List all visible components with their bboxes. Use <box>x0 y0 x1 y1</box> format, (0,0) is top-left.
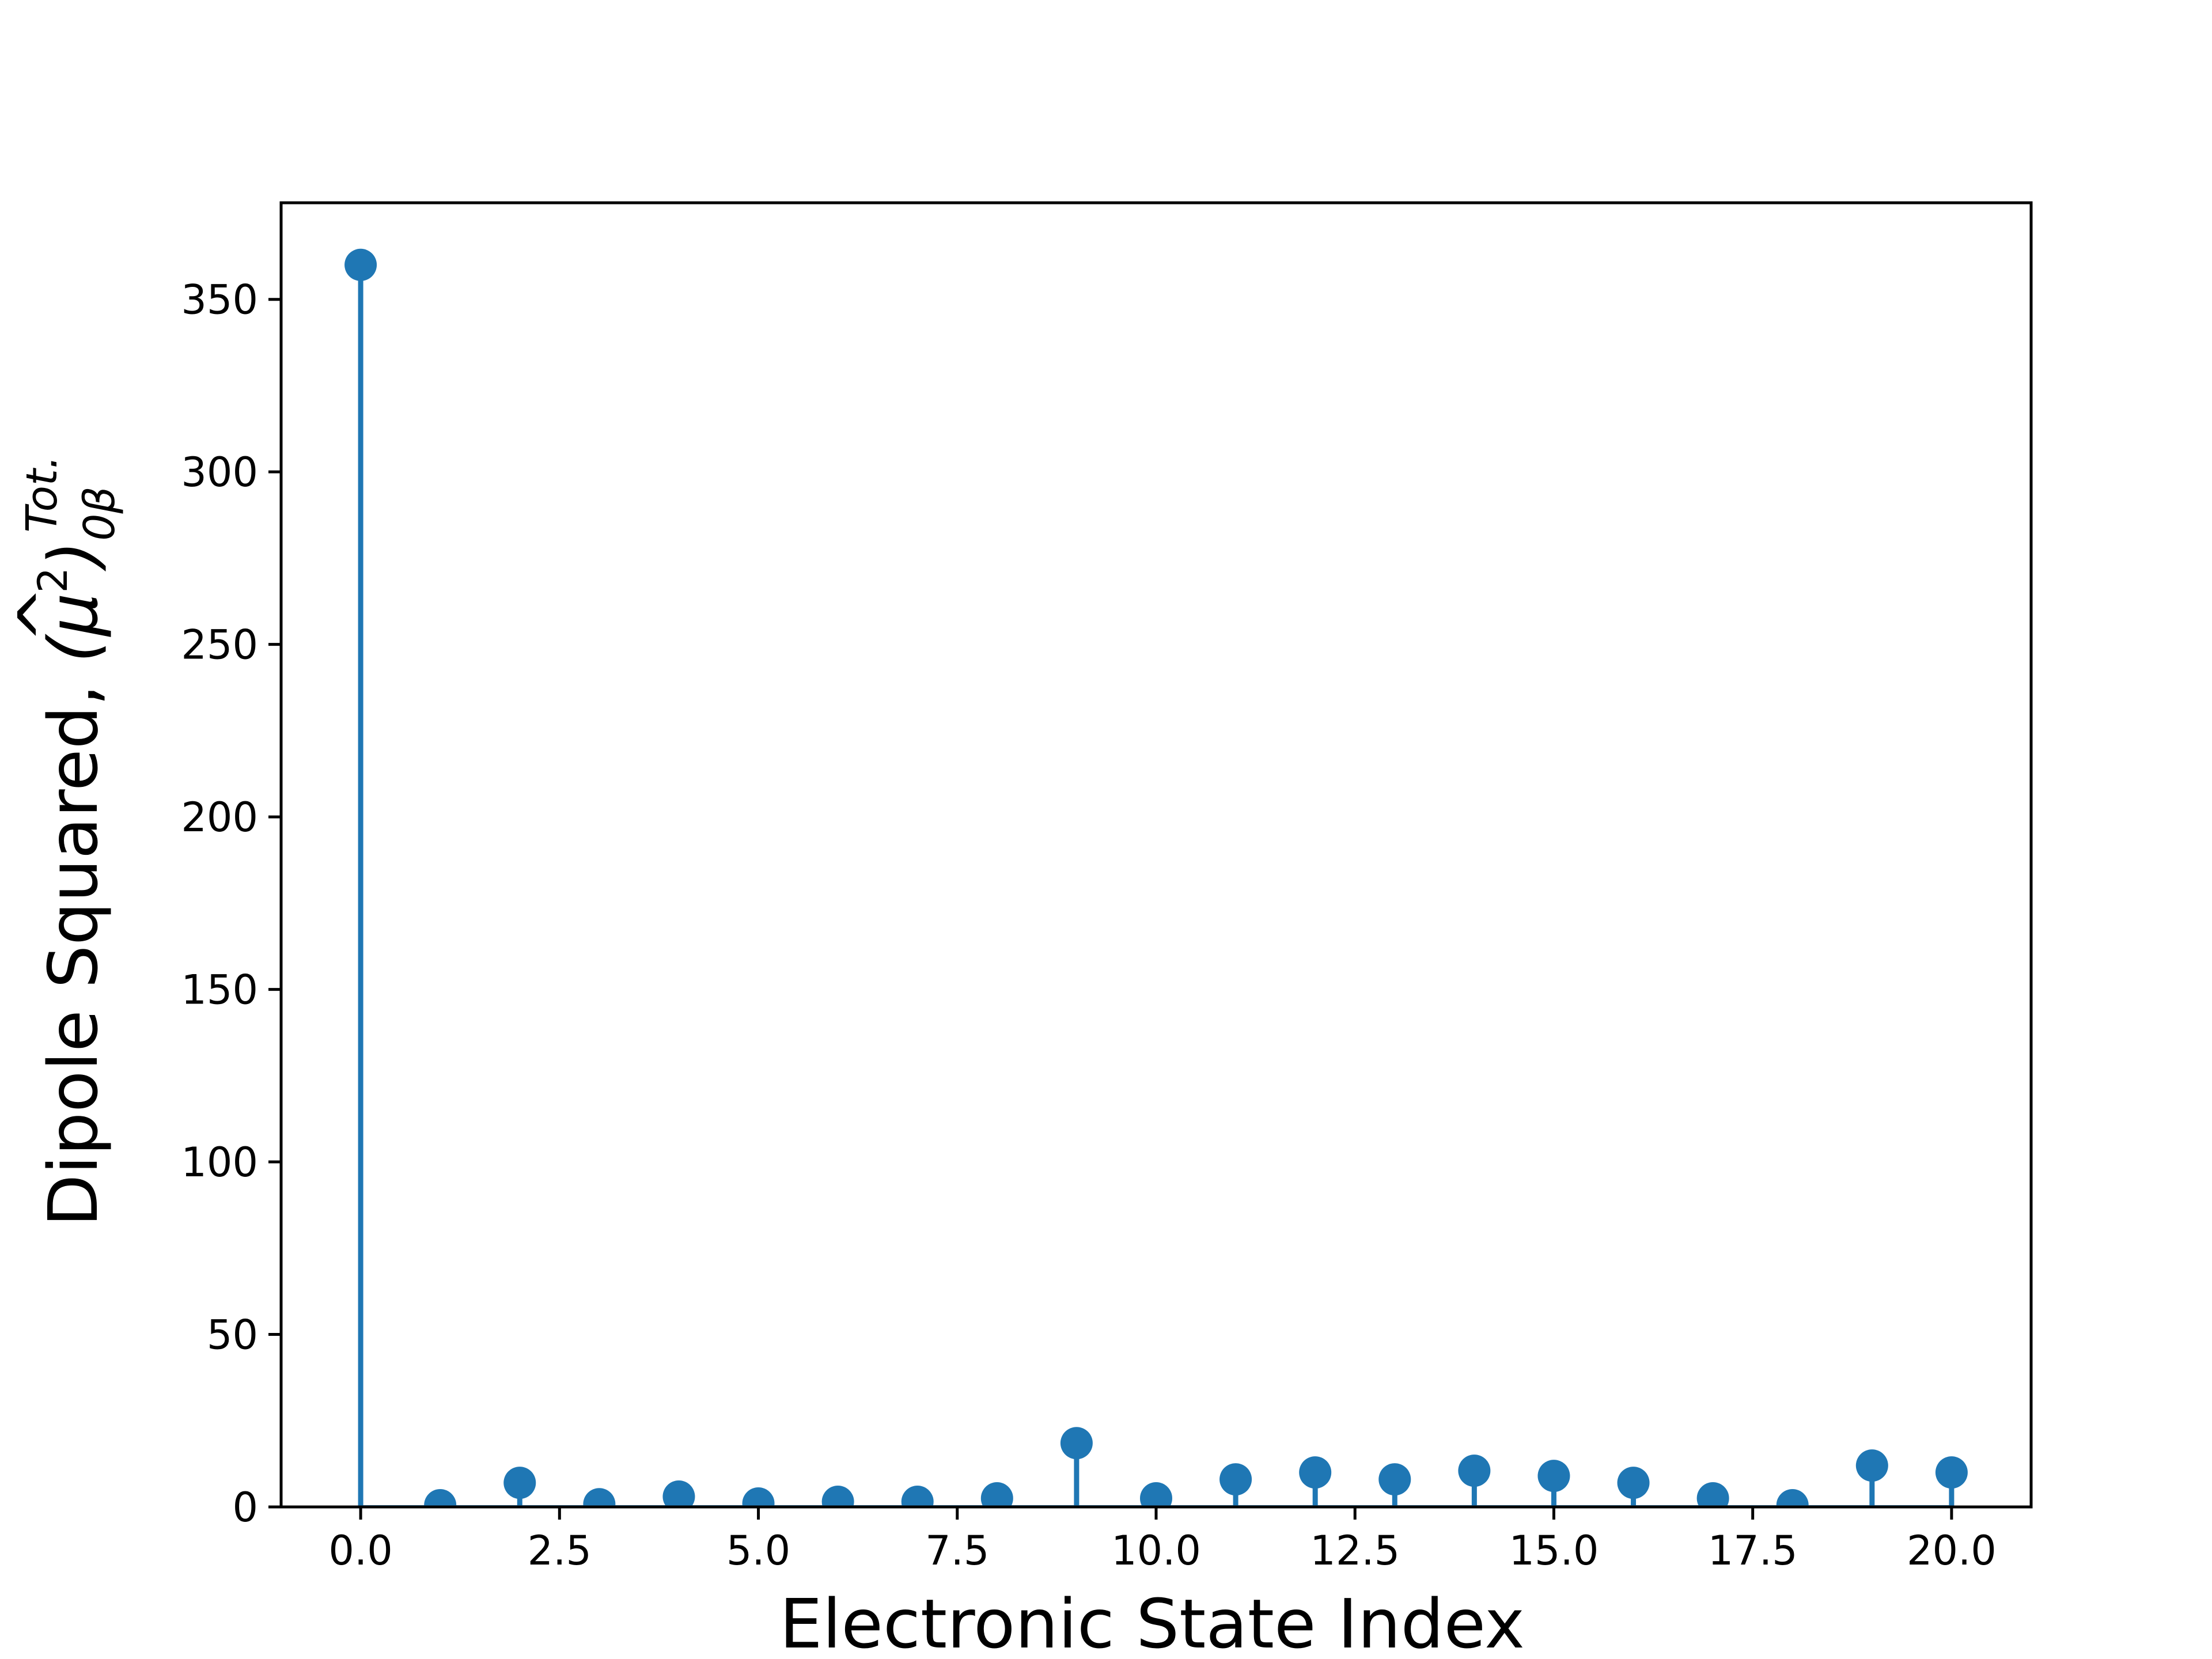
y-tick-label: 300 <box>181 449 258 496</box>
x-tick-label: 15.0 <box>1509 1527 1599 1574</box>
y-tick-label: 150 <box>181 967 258 1014</box>
data-point <box>503 1467 536 1499</box>
y-axis-title-paren-open: ( <box>33 633 113 662</box>
y-axis-title-power: 2 <box>29 567 77 593</box>
data-point <box>1776 1489 1809 1507</box>
x-axis-ticks: 0.0 2.5 5.0 7.5 10.0 12.5 15.0 17.5 20.0 <box>328 1507 1997 1574</box>
y-axis-title-superscript: Tot. <box>17 456 67 533</box>
x-tick-label: 5.0 <box>726 1527 790 1574</box>
data-point <box>1696 1482 1729 1507</box>
x-tick-label: 12.5 <box>1310 1527 1400 1574</box>
data-point <box>662 1480 695 1507</box>
data-point <box>1219 1463 1252 1496</box>
y-tick-label: 350 <box>181 276 258 324</box>
x-tick-label: 20.0 <box>1907 1527 1997 1574</box>
data-point <box>1140 1482 1172 1507</box>
y-tick-label: 50 <box>207 1312 258 1359</box>
data-point <box>424 1489 457 1507</box>
markers-layer <box>344 248 1968 1507</box>
data-point <box>1855 1449 1888 1482</box>
data-point <box>344 248 377 281</box>
x-tick-label: 2.5 <box>528 1527 592 1574</box>
y-tick-label: 200 <box>181 794 258 841</box>
data-point <box>980 1482 1013 1507</box>
y-tick-label: 100 <box>181 1139 258 1186</box>
y-axis-title: Dipole Squared, (μ2)0βTot. ^ <box>3 456 124 1227</box>
data-point <box>742 1487 775 1507</box>
x-tick-label: 7.5 <box>925 1527 989 1574</box>
data-point <box>1378 1463 1411 1496</box>
data-point <box>1537 1460 1570 1493</box>
data-point <box>1299 1456 1332 1489</box>
y-axis-ticks: 0 50 100 150 200 250 300 350 <box>181 276 281 1531</box>
x-tick-label: 0.0 <box>328 1527 392 1574</box>
data-point <box>1060 1427 1093 1460</box>
x-axis-title: Electronic State Index <box>779 1584 1525 1659</box>
y-axis-title-mu: μ <box>33 593 113 637</box>
data-point <box>583 1488 616 1507</box>
data-point <box>821 1486 854 1507</box>
y-axis-title-paren-close: ) <box>33 541 113 572</box>
data-point <box>1458 1455 1491 1487</box>
data-point <box>901 1486 934 1507</box>
y-axis-title-hat: ^ <box>3 586 83 643</box>
x-tick-label: 17.5 <box>1708 1527 1798 1574</box>
y-axis-title-subscript: 0β <box>75 486 124 540</box>
y-tick-label: 0 <box>232 1484 258 1531</box>
data-point <box>1935 1456 1968 1489</box>
x-tick-label: 10.0 <box>1111 1527 1201 1574</box>
svg-text:Dipole Squared, (μ2)0βTot.: Dipole Squared, (μ2)0βTot. <box>17 456 124 1227</box>
y-tick-label: 250 <box>181 622 258 669</box>
y-axis-title-text: Dipole Squared, <box>33 662 113 1226</box>
data-point <box>1617 1467 1650 1499</box>
